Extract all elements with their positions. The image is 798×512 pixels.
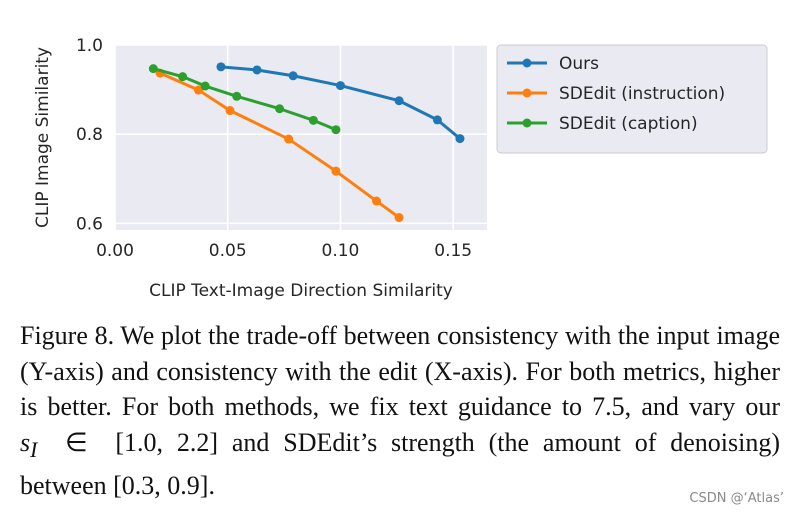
symbol-in: ∈ [65, 427, 88, 457]
caption-text-3: . [208, 471, 215, 501]
legend: Ours SDEdit (instruction) SDEdit (caption) [496, 44, 768, 154]
figure-caption: Figure 8. We plot the trade-off between … [20, 318, 780, 504]
data-point [331, 166, 341, 176]
x-axis-label: CLIP Text-Image Direction Similarity [149, 281, 453, 301]
caption-text-2: and SDEdit’s strength (the amount of den… [20, 427, 780, 501]
data-point [372, 196, 382, 206]
grid [114, 44, 487, 230]
legend-label: Ours [559, 54, 599, 74]
data-point [148, 64, 158, 74]
data-point [394, 213, 404, 223]
x-tick-label: 0.00 [96, 241, 134, 261]
legend-marker [522, 88, 532, 98]
data-point [394, 96, 404, 106]
series-layer [148, 62, 465, 223]
data-point [335, 81, 345, 91]
x-tick-label: 0.05 [209, 241, 247, 261]
legend-marker [522, 118, 532, 128]
range-strength: [0.3, 0.9] [113, 471, 209, 501]
x-tick-label: 0.10 [322, 241, 360, 261]
legend-marker [522, 58, 532, 68]
legend-label: SDEdit (instruction) [559, 84, 725, 104]
series-ours [216, 62, 465, 144]
data-point [232, 91, 242, 101]
y-tick-label: 1.0 [76, 36, 103, 56]
data-point [308, 115, 318, 125]
data-point [288, 71, 298, 81]
y-tick-label: 0.8 [76, 125, 103, 145]
data-point [200, 81, 210, 91]
symbol-s-i: sI [20, 427, 38, 462]
legend-label: SDEdit (caption) [559, 114, 698, 134]
data-point [331, 125, 341, 135]
watermark: CSDN @‘Atlas’ [689, 491, 784, 506]
tick-labels: 0.00 0.05 0.10 0.15 0.6 0.8 1.0 [76, 36, 472, 261]
data-point [455, 134, 465, 144]
caption-text-1: Figure 8. We plot the trade-off between … [20, 321, 780, 421]
x-tick-label: 0.15 [434, 241, 472, 261]
data-point [216, 62, 226, 72]
data-point [432, 115, 442, 125]
data-point [275, 104, 285, 114]
data-point [178, 72, 188, 82]
chart: 0.00 0.05 0.10 0.15 0.6 0.8 1.0 CLIP Text-Imag… [33, 36, 768, 301]
data-point [193, 85, 203, 95]
y-axis-label: CLIP Image Similarity [33, 47, 53, 228]
legend-box [496, 44, 768, 154]
data-point [252, 65, 262, 75]
data-point [284, 134, 294, 144]
y-tick-label: 0.6 [76, 214, 103, 234]
range-s-i: [1.0, 2.2] [115, 427, 219, 457]
series-sdedit-caption [148, 64, 341, 135]
data-point [225, 106, 235, 116]
